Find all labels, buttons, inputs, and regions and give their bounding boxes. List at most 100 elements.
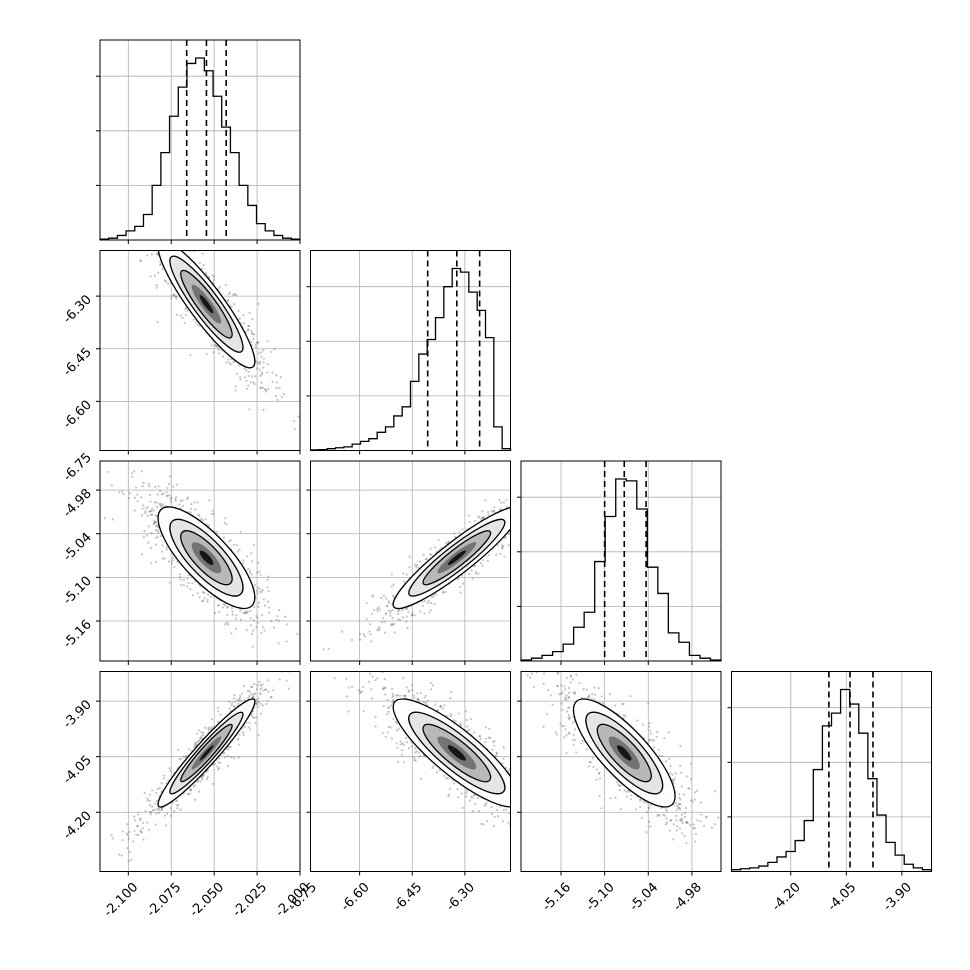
scatter-point [383,620,386,623]
scatter-point [374,715,377,719]
scatter-point [154,528,157,532]
scatter-point [264,688,267,691]
scatter-point [202,263,205,267]
scatter-point [415,565,418,569]
scatter-point [676,825,679,828]
scatter-point [536,505,538,507]
scatter-point [285,640,288,643]
scatter-point [487,553,490,557]
scatter-point [146,797,149,800]
scatter-point [191,594,194,597]
scatter-point [252,629,255,632]
scatter-point [106,470,109,473]
scatter-point [680,785,683,788]
scatter-point [258,588,261,591]
scatter-point [201,600,204,603]
scatter-point [382,594,386,597]
scatter-point [216,720,220,724]
scatter-point [224,283,227,287]
scatter-point [174,497,177,500]
scatter-point [426,699,430,703]
scatter-point [239,378,242,381]
scatter-point [264,388,267,391]
scatter-point [565,698,568,701]
scatter-point [128,830,131,834]
scatter-point [140,228,142,230]
scatter-point [202,733,205,737]
scatter-point [521,794,523,796]
scatter-point [223,756,226,759]
scatter-point [679,818,682,822]
scatter-point [160,808,164,811]
scatter-point [381,732,384,735]
scatter-point [260,590,264,593]
scatter-point [163,557,166,560]
scatter-point [582,462,584,464]
scatter-point [247,370,250,374]
scatter-point [402,572,405,575]
scatter-point [365,666,367,668]
scatter-point [152,522,156,525]
scatter-point [247,697,250,700]
scatter-point [232,293,235,297]
scatter-point [252,693,255,696]
scatter-point [201,252,204,255]
scatter-point [541,783,543,785]
scatter-point [453,782,456,785]
scatter-point [201,591,205,594]
scatter-point [565,694,568,697]
scatter-point [251,696,254,699]
scatter-point [78,144,80,146]
scatter-point [536,796,538,798]
scatter-point [386,731,389,734]
scatter-point [244,612,247,615]
scatter-point [357,689,360,692]
scatter-point [280,395,283,399]
scatter-point [413,563,417,566]
scatter-point [243,699,246,702]
scatter-point [569,674,573,677]
scatter-point [252,716,256,720]
scatter-point [203,726,207,729]
scatter-point [662,813,665,816]
scatter-point [327,647,330,651]
scatter-point [166,486,169,490]
scatter-point [307,631,309,633]
scatter-point [671,778,674,781]
scatter-point [146,229,148,231]
scatter-point [405,573,408,576]
scatter-point [176,483,179,486]
scatter-point [230,632,233,635]
scatter-point [182,792,185,796]
scatter-point [223,521,226,525]
scatter-point [465,789,468,792]
scatter-point [482,516,485,520]
scatter-point [160,493,163,496]
scatter-point [394,720,397,723]
scatter-point [161,267,164,270]
scatter-point [165,234,167,236]
scatter-point [524,522,526,524]
scatter-point [411,688,414,692]
scatter-point [164,245,166,247]
scatter-point [477,515,480,518]
scatter-point [389,609,392,613]
scatter-point [384,735,387,739]
scatter-point [154,235,156,237]
scatter-point [148,810,152,814]
scatter-point [267,589,270,593]
scatter-point [274,394,278,398]
scatter-point [368,680,371,683]
scatter-point [376,607,379,610]
scatter-point [527,823,529,825]
scatter-point [161,544,164,547]
scatter-point [141,485,144,488]
scatter-point [347,686,350,689]
scatter-point [258,362,262,365]
scatter-point [198,737,202,740]
scatter-point [258,692,262,695]
scatter-point [465,718,468,722]
scatter-point [395,694,398,697]
scatter-point [149,500,152,503]
scatter-point [133,819,137,822]
